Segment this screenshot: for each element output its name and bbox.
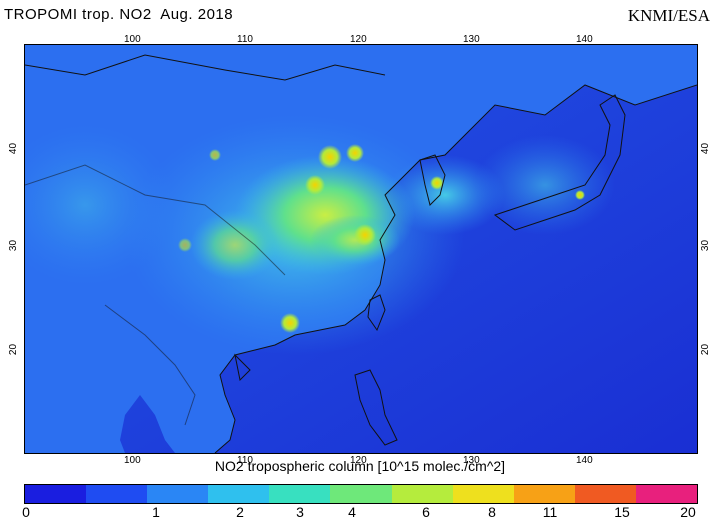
lat-tick-left-40: 40 bbox=[8, 142, 20, 155]
colorbar-segment bbox=[452, 485, 514, 503]
lon-tick-bottom-100: 100 bbox=[124, 455, 141, 466]
colorbar-segment bbox=[208, 485, 270, 503]
colorbar-caption: NO2 tropospheric column [10^15 molec./cm… bbox=[214, 458, 506, 474]
colorbar-tick-8: 15 bbox=[614, 504, 630, 520]
lon-tick-top-100: 100 bbox=[124, 34, 141, 45]
lat-tick-right-30: 30 bbox=[700, 239, 712, 252]
colorbar-tick-1: 1 bbox=[152, 504, 160, 520]
hotspot-seoul bbox=[430, 176, 444, 190]
no2-map bbox=[24, 44, 698, 454]
credit-label: KNMI/ESA bbox=[627, 6, 710, 25]
hotspot-tangshan bbox=[346, 144, 364, 162]
lat-tick-right-20: 20 bbox=[700, 343, 712, 356]
coastlines bbox=[25, 54, 697, 453]
colorbar-segment bbox=[86, 485, 148, 503]
hotspot-shanghai bbox=[354, 224, 376, 246]
central-china bbox=[190, 210, 280, 280]
colorbar-segment bbox=[574, 485, 636, 503]
colorbar-tick-6: 8 bbox=[488, 504, 496, 520]
colorbar-tick-0: 0 bbox=[22, 504, 30, 520]
lon-tick-top-110: 110 bbox=[237, 34, 253, 45]
colorbar-segment bbox=[391, 485, 453, 503]
colorbar-tick-5: 6 bbox=[422, 504, 430, 520]
map-svg bbox=[25, 45, 697, 453]
inland-field bbox=[25, 125, 175, 285]
colorbar-tick-9: 20 bbox=[680, 504, 696, 520]
hotspot-beijing bbox=[318, 145, 342, 169]
hotspot-hebei bbox=[305, 175, 325, 195]
colorbar-tick-7: 11 bbox=[542, 504, 558, 520]
colorbar-tick-3: 3 bbox=[296, 504, 304, 520]
lon-tick-bottom-110: 110 bbox=[237, 455, 253, 466]
colorbar-segment bbox=[269, 485, 331, 503]
colorbar-tick-4: 4 bbox=[348, 504, 356, 520]
colorbar-segment bbox=[147, 485, 209, 503]
hotspot-pearl-delta bbox=[280, 313, 300, 333]
map-title: TROPOMI trop. NO2 Aug. 2018 bbox=[4, 6, 234, 23]
lon-tick-top-140: 140 bbox=[576, 34, 593, 45]
lon-tick-top-130: 130 bbox=[463, 34, 480, 45]
lon-tick-top-120: 120 bbox=[350, 34, 367, 45]
colorbar-segment bbox=[25, 485, 87, 503]
colorbar-segment bbox=[635, 485, 698, 503]
lon-tick-bottom-120: 120 bbox=[350, 455, 367, 466]
lat-tick-left-20: 20 bbox=[8, 343, 20, 356]
hotspot-inner bbox=[209, 149, 221, 161]
colorbar-segment bbox=[513, 485, 575, 503]
colorbar bbox=[24, 484, 698, 504]
lat-tick-left-30: 30 bbox=[8, 239, 20, 252]
lat-tick-right-40: 40 bbox=[700, 142, 712, 155]
hotspot-sichuan bbox=[178, 238, 192, 252]
yangtze-delta-field bbox=[310, 215, 400, 265]
hotspot-osaka bbox=[575, 190, 585, 200]
lon-tick-bottom-130: 130 bbox=[463, 455, 480, 466]
colorbar-segment bbox=[330, 485, 392, 503]
lon-tick-bottom-140: 140 bbox=[576, 455, 593, 466]
colorbar-tick-2: 2 bbox=[236, 504, 244, 520]
